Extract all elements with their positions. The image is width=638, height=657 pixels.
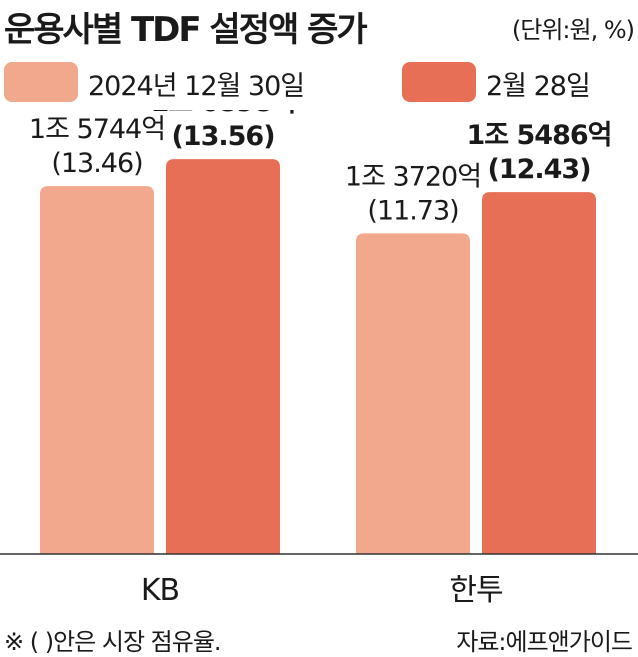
data-label-share: (13.46) xyxy=(51,148,142,179)
data-label-value: 1조 5486억 xyxy=(466,120,611,151)
data-label-share: (11.73) xyxy=(367,195,458,226)
category-label: KB xyxy=(141,573,179,608)
unit-note: (단위:원, %) xyxy=(511,16,635,44)
data-label-value: 1조 3720억 xyxy=(345,161,481,192)
data-label-value: 1조 6898억 xyxy=(150,110,295,118)
legend-label-series2: 2월 28일 xyxy=(486,71,591,102)
legend-swatch-series1 xyxy=(4,62,78,102)
bar xyxy=(166,159,280,554)
bar xyxy=(482,192,596,554)
bar xyxy=(40,186,154,554)
bar xyxy=(356,233,470,554)
category-label: 한투 xyxy=(449,573,503,608)
title-row: 운용사별 TDF 설정액 증가 (단위:원, %) xyxy=(4,0,636,50)
footnote: ※ ( )안은 시장 점유율. xyxy=(4,628,222,656)
legend: 2024년 12월 30일 2월 28일 xyxy=(0,58,638,104)
legend-label-series1: 2024년 12월 30일 xyxy=(88,71,305,102)
data-label-value: 1조 5744억 xyxy=(29,114,165,145)
data-label-share: (13.56) xyxy=(171,121,274,152)
source-note: 자료:에프앤가이드 xyxy=(456,628,633,656)
data-label-share: (12.43) xyxy=(487,154,590,185)
bar-chart: 1조 5744억(13.46) 1조 6898억 (13.56) KB 1조 3720억… xyxy=(0,110,638,608)
chart-title: 운용사별 TDF 설정액 증가 xyxy=(4,10,368,50)
legend-swatch-series2 xyxy=(402,62,476,102)
